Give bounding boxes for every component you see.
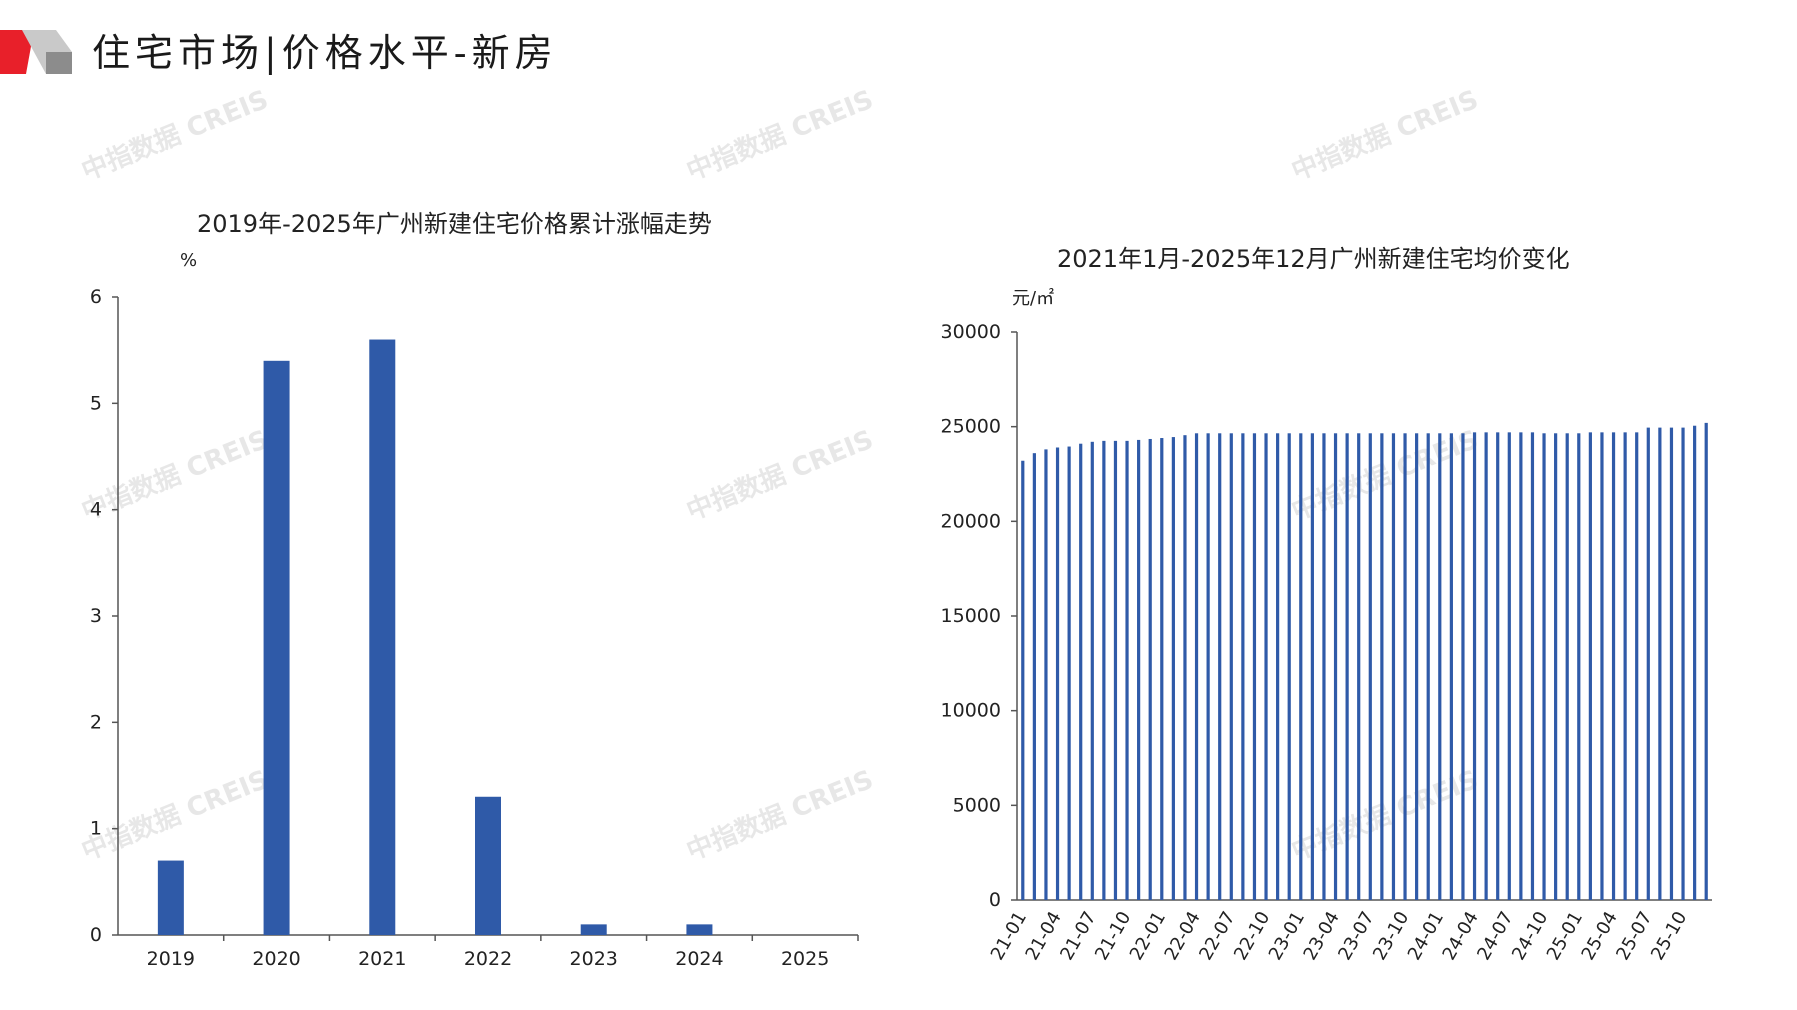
bar <box>1507 432 1511 900</box>
bar <box>1044 449 1048 900</box>
bar <box>580 924 607 935</box>
bar <box>1067 446 1071 900</box>
x-tick-label: 2023 <box>570 948 618 970</box>
bar <box>1600 432 1604 900</box>
page-title: 住宅市场|价格水平-新房 <box>92 31 558 75</box>
bar <box>1426 433 1430 900</box>
bar <box>1438 433 1442 900</box>
y-tick-label: 2 <box>90 711 102 733</box>
bar <box>1021 460 1025 900</box>
bar <box>1287 433 1291 900</box>
bar <box>1461 433 1465 900</box>
bar <box>1646 427 1650 900</box>
y-tick-label: 3 <box>90 605 102 627</box>
x-tick-label: 2019 <box>147 948 195 970</box>
x-tick-label: 2024 <box>675 948 723 970</box>
bar <box>1032 453 1036 900</box>
bar <box>1310 433 1314 900</box>
bar <box>1102 440 1106 900</box>
bar <box>1658 427 1662 900</box>
bar <box>1472 432 1477 900</box>
logo-gray-shape <box>46 52 72 74</box>
bar <box>1449 433 1453 900</box>
bar <box>1345 433 1349 900</box>
bar <box>1218 433 1222 900</box>
chart2-title: 2021年1月-2025年12月广州新建住宅均价变化 <box>1057 245 1570 273</box>
chart1-ylabel: % <box>180 250 198 271</box>
bar <box>1160 438 1164 900</box>
bar <box>1391 433 1396 900</box>
bar <box>1333 433 1338 900</box>
bar <box>1264 433 1268 900</box>
bar <box>369 339 396 935</box>
y-tick-label: 15000 <box>941 605 1001 627</box>
bar <box>1090 441 1094 900</box>
bar <box>1693 425 1697 900</box>
y-tick-label: 30000 <box>941 321 1001 343</box>
y-tick-label: 0 <box>989 889 1001 911</box>
y-tick-label: 4 <box>90 499 102 521</box>
chart2-plot: 05000100001500020000250003000021-0121-04… <box>941 321 1712 964</box>
y-tick-label: 10000 <box>941 700 1001 722</box>
header-bar: 住宅市场|价格水平-新房 <box>0 0 800 100</box>
bar <box>1554 433 1558 900</box>
y-tick-label: 5000 <box>953 794 1001 816</box>
bar <box>263 360 290 935</box>
chart2-ylabel: 元/㎡ <box>1012 288 1055 309</box>
bar <box>1137 439 1141 900</box>
y-tick-label: 1 <box>90 818 102 840</box>
bar <box>1055 447 1060 900</box>
bar <box>1148 438 1152 900</box>
bar <box>1588 432 1592 900</box>
bar <box>1113 440 1118 900</box>
bar <box>1403 433 1407 900</box>
bar <box>1125 440 1129 900</box>
bar <box>1704 422 1708 900</box>
bar <box>475 796 501 935</box>
bar <box>1519 432 1523 900</box>
bar <box>1252 433 1257 900</box>
y-tick-label: 6 <box>90 286 102 308</box>
logo-red-shape <box>0 30 34 74</box>
x-tick-label: 2022 <box>464 948 512 970</box>
bar <box>1322 433 1326 900</box>
bar <box>1183 435 1187 900</box>
bar <box>1241 433 1245 900</box>
bar <box>1276 433 1280 900</box>
bar <box>1635 432 1639 900</box>
x-tick-label: 2021 <box>358 948 406 970</box>
bar <box>1577 433 1581 900</box>
chart1-plot: 0 1 2 3 4 5 6 2019 2020 2021 2022 2023 2024 2025 <box>90 286 859 970</box>
y-tick-label: 20000 <box>941 510 1001 532</box>
bar <box>1299 433 1303 900</box>
chart1-title: 2019年-2025年广州新建住宅价格累计涨幅走势 <box>197 210 712 238</box>
brand-logo <box>0 30 72 74</box>
bar <box>1669 427 1674 900</box>
bar <box>1542 433 1546 900</box>
bar <box>1380 433 1384 900</box>
bar <box>1368 433 1372 900</box>
x-tick-label: 25-10 <box>1647 908 1691 964</box>
bar <box>1357 433 1361 900</box>
bar <box>1206 433 1210 900</box>
x-tick-label: 2020 <box>252 948 300 970</box>
bar <box>1611 432 1616 900</box>
bar <box>1681 427 1685 900</box>
bar <box>686 924 713 935</box>
bar <box>1229 433 1233 900</box>
bar <box>1565 433 1569 900</box>
bar <box>157 860 184 935</box>
bar <box>1194 433 1199 900</box>
bar <box>1171 437 1175 900</box>
bar <box>1623 432 1627 900</box>
x-tick-label: 2025 <box>781 948 829 970</box>
y-tick-label: 5 <box>90 392 102 414</box>
y-tick-label: 25000 <box>941 416 1001 438</box>
bar <box>1484 432 1488 900</box>
y-tick-label: 0 <box>90 924 102 946</box>
bar <box>1079 443 1083 900</box>
bar <box>1415 433 1419 900</box>
bar <box>1530 432 1535 900</box>
bar <box>1496 432 1500 900</box>
